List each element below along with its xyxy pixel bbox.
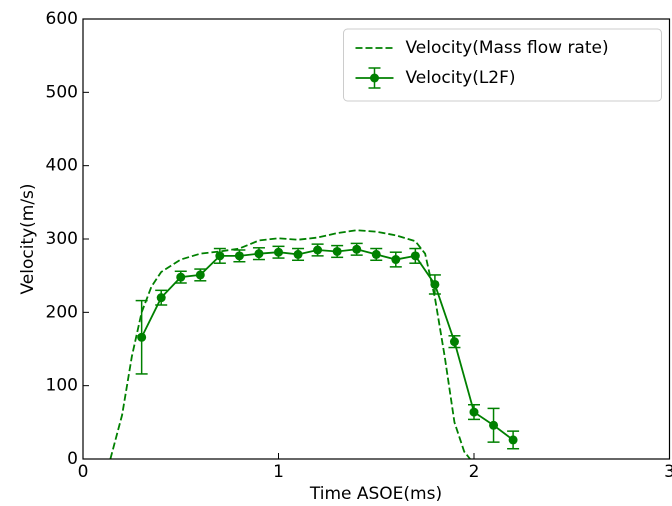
x-tick-label: 1 (273, 462, 284, 482)
data-point (215, 251, 225, 261)
y-tick-label: 100 (46, 376, 78, 396)
y-tick-label: 0 (67, 449, 78, 469)
data-point (469, 407, 479, 417)
legend-box (343, 28, 662, 102)
data-point (176, 272, 186, 282)
y-tick-label: 500 (46, 82, 78, 102)
data-point (449, 337, 459, 347)
series-line (109, 229, 471, 460)
data-point (391, 255, 401, 265)
x-tick-label: 3 (664, 462, 672, 482)
y-axis-label: Velocity(m/s) (18, 183, 38, 294)
data-point (430, 279, 440, 289)
data-point (332, 246, 342, 256)
data-point (313, 245, 323, 255)
plot-frame (82, 18, 671, 460)
data-point (156, 293, 166, 303)
data-point (234, 251, 244, 261)
series-line (140, 248, 514, 441)
legend-label: Velocity(L2F) (406, 68, 516, 88)
y-tick-label: 400 (46, 156, 78, 176)
data-point (371, 249, 381, 259)
legend-marker (370, 73, 379, 83)
data-point (352, 244, 362, 254)
data-point (489, 420, 499, 430)
data-point (410, 251, 420, 261)
y-tick-label: 200 (46, 302, 78, 322)
data-point (137, 332, 147, 342)
data-point (254, 249, 264, 259)
data-point (195, 270, 205, 280)
data-point (508, 435, 518, 445)
x-axis-label: Time ASOE(ms) (309, 484, 442, 504)
legend-label: Velocity(Mass flow rate) (406, 38, 609, 58)
y-tick-label: 600 (46, 9, 78, 29)
data-point (274, 247, 283, 257)
x-tick-label: 2 (469, 462, 480, 482)
data-point (293, 249, 303, 259)
y-tick-label: 300 (46, 229, 78, 249)
x-tick-label: 0 (78, 462, 89, 482)
